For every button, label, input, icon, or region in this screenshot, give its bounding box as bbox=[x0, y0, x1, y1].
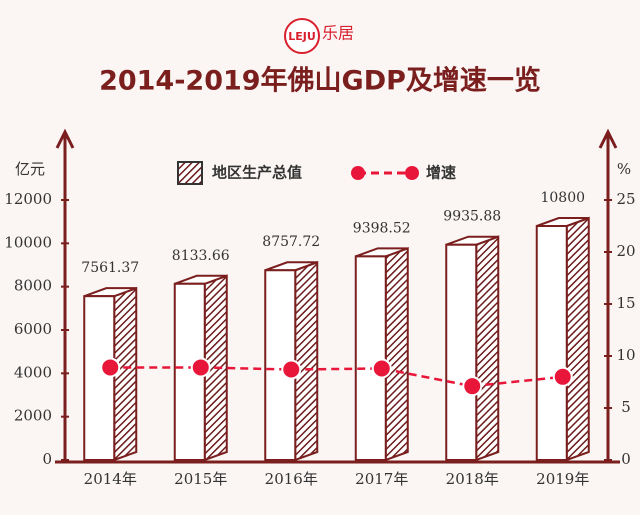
data-label: 10800 bbox=[540, 190, 585, 206]
line-point bbox=[552, 366, 573, 387]
bar-side bbox=[384, 246, 409, 462]
y-tick-label: 4000 bbox=[14, 363, 52, 381]
x-tick-label: 2019年 bbox=[536, 470, 589, 488]
y2-tick-label: 5 bbox=[621, 398, 631, 416]
y2-tick-label: 20 bbox=[616, 242, 635, 260]
y-tick-label: 2000 bbox=[14, 407, 52, 425]
bar bbox=[535, 225, 568, 461]
x-tick-label: 2015年 bbox=[174, 470, 227, 488]
x-tick-label: 2018年 bbox=[446, 470, 499, 488]
line-point bbox=[190, 357, 211, 378]
legend-dot bbox=[405, 166, 419, 180]
bar bbox=[354, 255, 387, 461]
logo-mark: LEJU bbox=[288, 30, 316, 43]
y2-axis-label: % bbox=[617, 160, 631, 178]
x-tick-label: 2016年 bbox=[265, 470, 318, 488]
y-tick-label: 10000 bbox=[4, 233, 52, 251]
logo-badge bbox=[284, 18, 320, 54]
x-tick-label: 2014年 bbox=[84, 470, 137, 488]
y-tick-label: 12000 bbox=[4, 190, 52, 208]
y-axis-label: 亿元 bbox=[15, 160, 45, 178]
bar bbox=[445, 243, 478, 461]
data-label: 9398.52 bbox=[353, 220, 411, 236]
y-arrow bbox=[55, 128, 75, 149]
bar-side bbox=[475, 235, 500, 462]
line-point bbox=[371, 358, 392, 379]
bar-side bbox=[294, 260, 319, 462]
y2-arrow bbox=[598, 128, 618, 149]
y2-tick-label: 15 bbox=[616, 294, 635, 312]
bar-side bbox=[565, 216, 590, 462]
y-tick-label: 0 bbox=[42, 450, 52, 468]
legend-bar-swatch bbox=[177, 161, 203, 185]
legend-dot bbox=[351, 166, 365, 180]
bar bbox=[83, 295, 116, 461]
x-tick-label: 2017年 bbox=[355, 470, 408, 488]
line-point bbox=[462, 376, 483, 397]
y-tick-label: 8000 bbox=[14, 277, 52, 295]
legend-label: 地区生产总值 bbox=[212, 164, 302, 182]
line-point bbox=[100, 357, 121, 378]
data-label: 7561.37 bbox=[81, 260, 139, 276]
line bbox=[110, 366, 563, 388]
logo-name: 乐居 bbox=[322, 24, 354, 43]
y2-tick-label: 10 bbox=[616, 346, 635, 364]
data-label: 9935.88 bbox=[443, 209, 501, 225]
data-label: 8133.66 bbox=[172, 248, 230, 264]
y2-tick-label: 0 bbox=[621, 450, 631, 468]
chart-title: 2014-2019年佛山GDP及增速一览 bbox=[99, 65, 541, 97]
y2-tick-label: 25 bbox=[616, 190, 635, 208]
line-point bbox=[281, 359, 302, 380]
y-tick-label: 6000 bbox=[14, 320, 52, 338]
legend-label: 增速 bbox=[426, 164, 456, 182]
data-label: 8757.72 bbox=[262, 234, 320, 250]
